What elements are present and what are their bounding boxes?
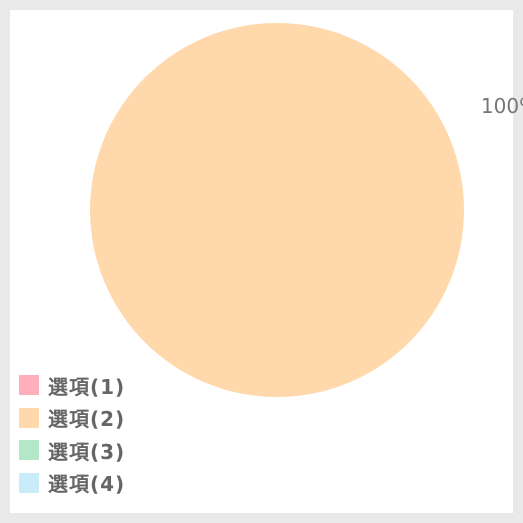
legend-item-1[interactable]: 選項(1) xyxy=(19,369,125,402)
legend-label-3: 選項(3) xyxy=(48,439,126,464)
legend: 選項(1) 選項(2) 選項(3) 選項(4) xyxy=(19,369,125,499)
legend-swatch-3 xyxy=(19,440,39,461)
legend-swatch-1 xyxy=(19,375,39,396)
legend-label-2: 選項(2) xyxy=(48,407,126,432)
pie-data-labels: 100% xyxy=(481,94,523,118)
legend-item-3[interactable]: 選項(3) xyxy=(19,434,125,467)
pie-slice-2[interactable] xyxy=(90,23,464,397)
legend-swatch-4 xyxy=(19,472,39,493)
pie-slices xyxy=(90,23,464,397)
legend-swatch-2 xyxy=(19,407,39,428)
legend-item-4[interactable]: 選項(4) xyxy=(19,467,125,500)
legend-label-1: 選項(1) xyxy=(48,374,126,399)
legend-label-4: 選項(4) xyxy=(48,472,126,497)
pie-data-label-2: 100% xyxy=(481,94,523,118)
legend-item-2[interactable]: 選項(2) xyxy=(19,402,125,435)
